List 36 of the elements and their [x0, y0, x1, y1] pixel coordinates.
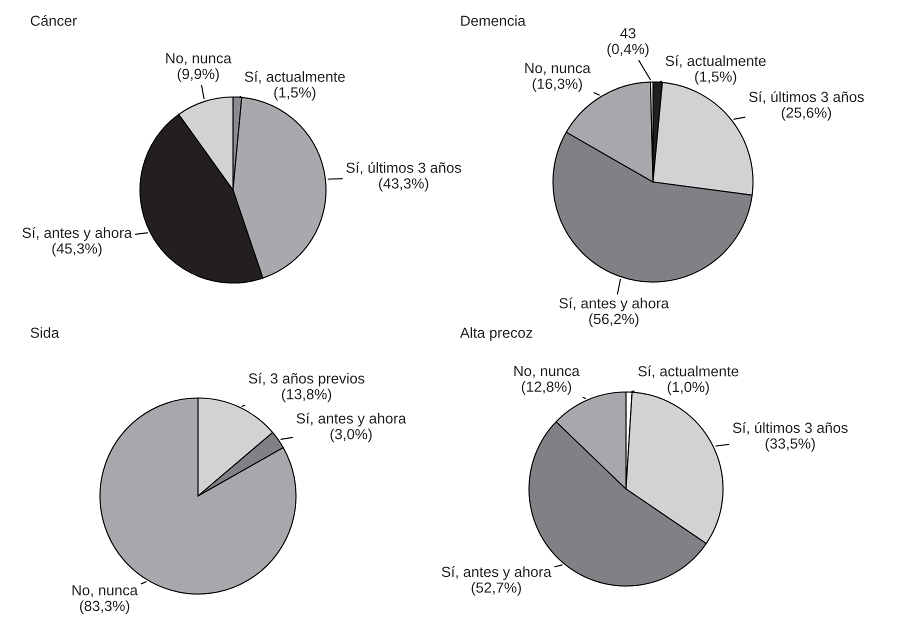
slice-label: Sí, últimos 3 años	[749, 91, 864, 104]
slice-label: 43	[620, 28, 636, 38]
slice-label: No, nunca	[166, 53, 232, 66]
data-label: (56,2%)	[589, 313, 638, 328]
slice-label: Sí, actualmente	[244, 71, 345, 84]
data-label: (3,0%)	[330, 428, 372, 442]
slice-label: Sí, últimos 3 años	[732, 422, 848, 435]
data-label: (33,5%)	[766, 438, 815, 452]
slice-label: Sí, últimos 3 años	[346, 162, 462, 175]
slice-label: Sí, antes y ahora	[442, 566, 552, 580]
slice-label: No, nunca	[514, 366, 580, 378]
data-label: (13,8%)	[282, 388, 332, 402]
data-label: (16,3%)	[532, 78, 582, 92]
data-label: (1,5%)	[274, 86, 316, 100]
slice-label: Sí, antes y ahora	[22, 227, 132, 241]
data-label: (43,3%)	[379, 178, 428, 192]
slice-label: Sí, actualmente	[666, 55, 766, 68]
chart-title: Sida	[30, 327, 60, 338]
chart-title: Demencia	[461, 15, 526, 26]
data-label: (12,8%)	[522, 381, 572, 395]
data-label: (45,3%)	[52, 242, 102, 257]
data-label: (52,7%)	[472, 582, 521, 596]
slice-label: Sí, 3 años previos	[248, 372, 364, 387]
data-label: (25,6%)	[782, 107, 832, 121]
chart-title: Alta precoz	[460, 327, 532, 341]
slice-label: No, nunca	[72, 585, 138, 598]
data-label: (0,4%)	[607, 43, 649, 57]
slice-label: Sí, actualmente	[638, 366, 738, 378]
data-label: (9,9%)	[178, 68, 219, 82]
slice-label: Sí, antes y ahora	[296, 412, 406, 426]
data-label: (1,0%)	[668, 381, 709, 396]
slice-label: Sí, antes y ahora	[559, 298, 669, 312]
slice-label: No, nunca	[525, 63, 591, 75]
data-label: (1,5%)	[695, 71, 736, 85]
data-label: (83,3%)	[80, 600, 130, 614]
chart-title: Cáncer	[30, 15, 77, 26]
